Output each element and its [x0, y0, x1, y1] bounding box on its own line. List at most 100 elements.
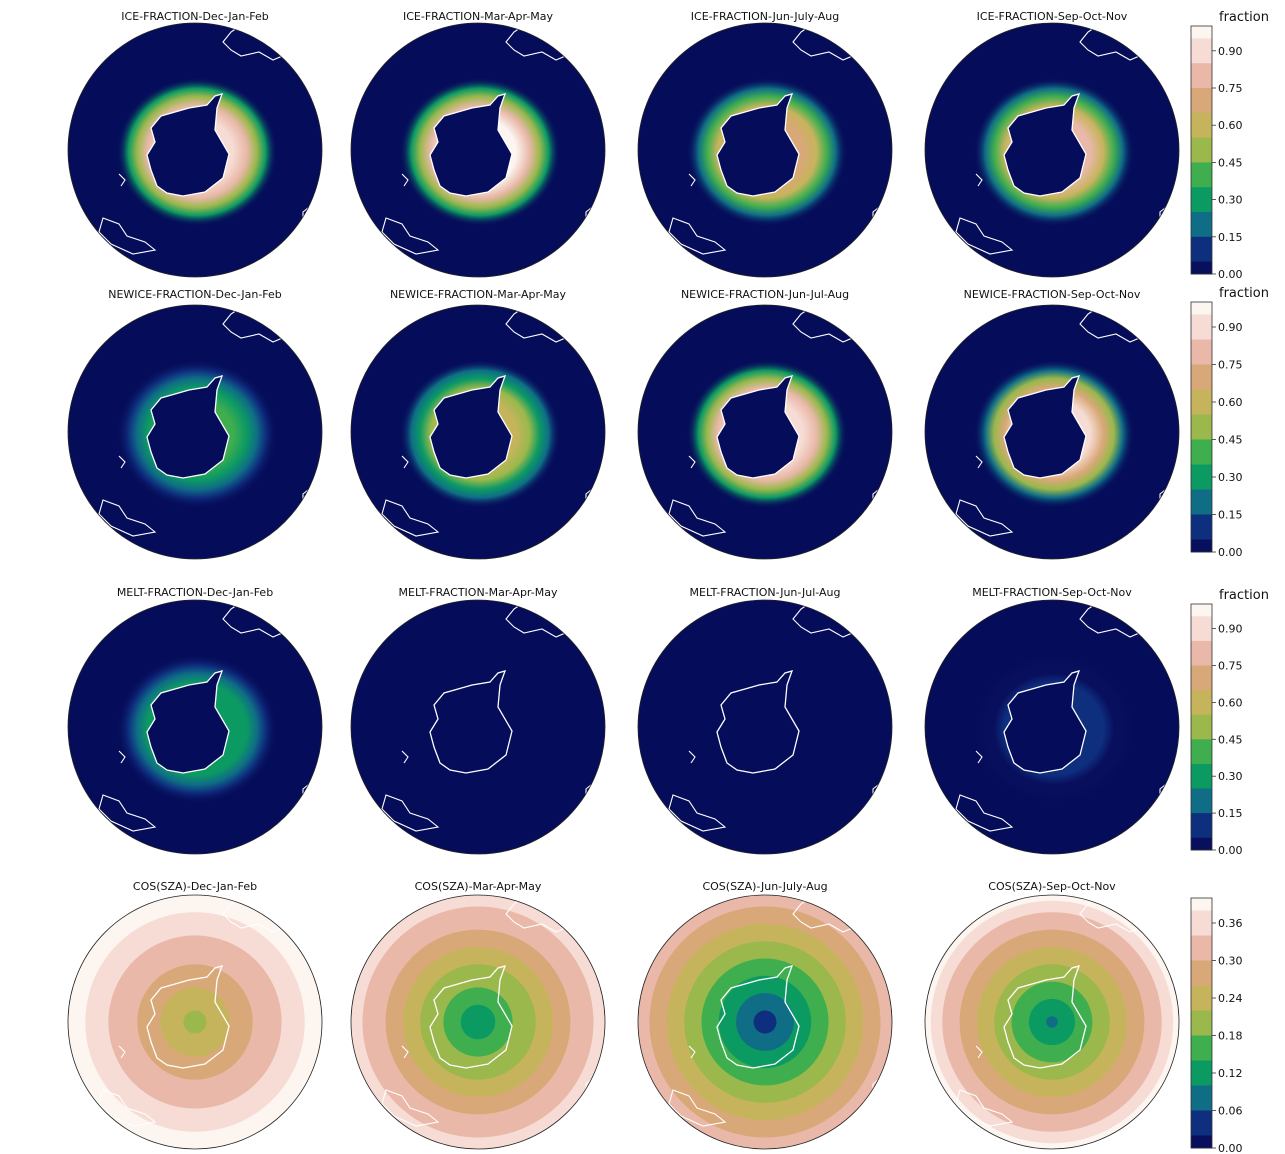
map-panel: MELT-FRACTION-Sep-Oct-Nov	[924, 586, 1180, 855]
continent-coastline	[573, 812, 587, 832]
colorbar-segment	[1191, 339, 1212, 353]
panel-title: MELT-FRACTION-Sep-Oct-Nov	[972, 586, 1132, 599]
colorbar-segment	[1191, 727, 1212, 740]
panel-title: ICE-FRACTION-Mar-Apr-May	[403, 10, 554, 23]
colorbar-segment	[1191, 1085, 1212, 1099]
colorbar-tick-label: 0.30	[1218, 770, 1243, 783]
map-panel: NEWICE-FRACTION-Dec-Jan-Feb	[67, 288, 323, 560]
continent-coastline	[688, 750, 696, 764]
colorbar-segment	[1191, 1035, 1212, 1049]
antarctica-coastline	[429, 93, 513, 197]
colorbar-segment	[1191, 88, 1212, 101]
colorbar-tick-label: 0.60	[1218, 396, 1243, 409]
map-panel: COS(SZA)-Dec-Jan-Feb	[67, 880, 323, 1150]
map-boundary	[350, 304, 606, 560]
colorbar-tick-label: 0.15	[1218, 807, 1243, 820]
panel-title: COS(SZA)-Sep-Oct-Nov	[988, 880, 1116, 893]
colorbar-tick-label: 0.90	[1218, 321, 1243, 334]
colorbar-segment	[1191, 314, 1212, 328]
continent-coastline	[118, 750, 126, 764]
colorbar-segment	[1191, 702, 1212, 716]
colorbar-segment	[1191, 187, 1212, 200]
continent-coastline	[955, 499, 1014, 537]
map-panel: MELT-FRACTION-Dec-Jan-Feb	[67, 586, 323, 855]
antarctica-coastline	[716, 965, 800, 1069]
continent-coastline	[98, 217, 157, 255]
colorbar-segment	[1191, 26, 1212, 39]
continent-coastline	[860, 235, 874, 255]
colorbar-tick-label: 0.18	[1218, 1030, 1243, 1043]
colorbar-frame	[1190, 603, 1213, 851]
continent-coastline	[860, 812, 874, 832]
continent-coastline	[573, 235, 587, 255]
colorbar-frame	[1190, 25, 1213, 275]
colorbar-tick-label: 0.30	[1218, 194, 1243, 207]
panel-title: COS(SZA)-Jun-July-Aug	[702, 880, 827, 893]
map-panel: NEWICE-FRACTION-Sep-Oct-Nov	[924, 288, 1180, 560]
colorbar-segment	[1191, 935, 1212, 949]
colorbar-segment	[1191, 477, 1212, 490]
antarctica-coastline	[1003, 375, 1087, 479]
colorbar-segment	[1191, 261, 1212, 275]
colorbar-tick-label: 0.45	[1218, 434, 1243, 447]
map-panel: COS(SZA)-Sep-Oct-Nov	[924, 880, 1180, 1150]
map-panel: COS(SZA)-Jun-July-Aug	[637, 880, 893, 1150]
sza-contour-band	[1046, 1016, 1058, 1028]
colorbar-segment	[1191, 751, 1212, 765]
colorbar-tick-label: 0.45	[1218, 733, 1243, 746]
panel-title: COS(SZA)-Dec-Jan-Feb	[133, 880, 257, 893]
panel-title: ICE-FRACTION-Dec-Jan-Feb	[121, 10, 268, 23]
colorbar-tick-label: 0.30	[1218, 955, 1243, 968]
colorbar-segment	[1191, 1060, 1212, 1074]
colorbar: 0.90 0.75 0.60 0.45 0.30 0.15 0.00 fraction	[1190, 10, 1269, 281]
continent-coastline	[98, 794, 157, 832]
colorbar-segment	[1191, 616, 1212, 629]
colorbar-segment	[1191, 1048, 1212, 1061]
continent-coastline	[975, 750, 983, 764]
continent-coastline	[860, 1107, 874, 1127]
map-boundary	[67, 22, 323, 278]
continent-coastline	[118, 455, 126, 469]
continent-coastline	[381, 794, 440, 832]
colorbar-segment	[1191, 150, 1212, 163]
colorbar-tick-label: 0.15	[1218, 231, 1243, 244]
colorbar-segment	[1191, 898, 1212, 911]
panel-title: NEWICE-FRACTION-Jun-Jul-Aug	[681, 288, 849, 301]
antarctica-coastline	[429, 965, 513, 1069]
map-boundary	[350, 894, 606, 1150]
continent-coastline	[98, 499, 157, 537]
colorbar-segment	[1191, 414, 1212, 428]
antarctica-coastline	[146, 375, 230, 479]
colorbar-segment	[1191, 910, 1212, 924]
colorbar-segment	[1191, 640, 1212, 654]
colorbar-segment	[1191, 327, 1212, 340]
colorbar-segment	[1191, 212, 1212, 225]
colorbar-segment	[1191, 502, 1212, 515]
continent-coastline	[573, 517, 587, 537]
colorbar-tick-label: 0.90	[1218, 45, 1243, 58]
map-panel: ICE-FRACTION-Sep-Oct-Nov	[924, 10, 1180, 278]
colorbar: 0.90 0.75 0.60 0.45 0.30 0.15 0.00 fraction	[1190, 286, 1269, 559]
continent-coastline	[118, 173, 126, 187]
continent-coastline	[381, 1089, 440, 1127]
colorbar-segment	[1191, 690, 1212, 703]
colorbar-segment	[1191, 985, 1212, 999]
map-boundary	[67, 304, 323, 560]
map-boundary	[924, 599, 1180, 855]
colorbar-segment	[1191, 1110, 1212, 1124]
continent-coastline	[668, 794, 727, 832]
colorbar-segment	[1191, 100, 1212, 114]
colorbar-segment	[1191, 604, 1212, 617]
colorbar-segment	[1191, 948, 1212, 961]
map-boundary	[350, 22, 606, 278]
colorbar-segment	[1191, 653, 1212, 666]
continent-coastline	[668, 1089, 727, 1127]
colorbar-segment	[1191, 137, 1212, 151]
colorbar-label: fraction	[1219, 588, 1269, 603]
colorbar-label: fraction	[1219, 286, 1269, 301]
continent-coastline	[1147, 812, 1161, 832]
continent-coastline	[401, 750, 409, 764]
colorbar-segment	[1191, 998, 1212, 1011]
colorbar-segment	[1191, 825, 1212, 839]
